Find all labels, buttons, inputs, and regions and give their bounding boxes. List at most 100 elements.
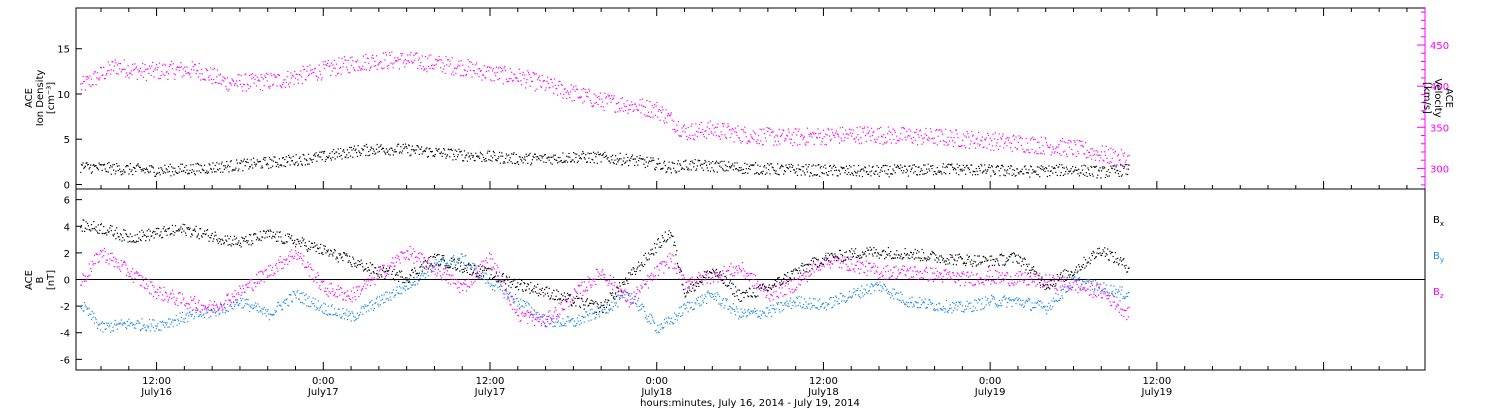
by-point bbox=[1116, 296, 1118, 298]
by-point bbox=[473, 263, 475, 265]
density-point bbox=[124, 171, 126, 173]
by-point bbox=[986, 299, 988, 301]
density-point bbox=[495, 159, 497, 161]
by-point bbox=[284, 299, 286, 301]
velocity-point bbox=[232, 79, 234, 81]
by-point bbox=[1114, 292, 1116, 294]
by-point bbox=[692, 309, 694, 311]
by-point bbox=[994, 298, 996, 300]
by-point bbox=[486, 279, 488, 281]
density-point bbox=[1119, 170, 1121, 172]
by-point bbox=[1033, 306, 1035, 309]
by-point bbox=[579, 320, 582, 322]
by-point bbox=[985, 304, 987, 306]
density-point bbox=[188, 172, 190, 175]
by-point bbox=[873, 284, 875, 287]
bz-point bbox=[407, 250, 409, 252]
density-point bbox=[275, 165, 277, 167]
velocity-point bbox=[97, 78, 99, 80]
bz-point bbox=[315, 276, 317, 278]
bz-point bbox=[467, 278, 469, 281]
bz-point bbox=[338, 288, 340, 291]
velocity-point bbox=[514, 74, 516, 76]
by-point bbox=[196, 310, 198, 312]
by-point bbox=[896, 292, 898, 294]
velocity-point bbox=[935, 130, 937, 132]
bz-point bbox=[343, 299, 345, 301]
by-point bbox=[645, 315, 647, 317]
velocity-point bbox=[303, 69, 305, 71]
velocity-point bbox=[1042, 150, 1045, 152]
density-point bbox=[496, 160, 498, 162]
velocity-point bbox=[116, 64, 118, 66]
density-point bbox=[453, 155, 455, 157]
velocity-point bbox=[676, 129, 679, 132]
by-point bbox=[680, 306, 682, 308]
velocity-point bbox=[904, 136, 906, 138]
velocity-point bbox=[793, 132, 795, 134]
velocity-point bbox=[202, 78, 204, 81]
velocity-point bbox=[351, 56, 353, 58]
density-point bbox=[1095, 165, 1097, 167]
velocity-point bbox=[291, 74, 293, 76]
by-point bbox=[858, 294, 860, 296]
velocity-point bbox=[677, 121, 679, 123]
density-point bbox=[533, 156, 535, 159]
by-point bbox=[910, 302, 912, 304]
density-point bbox=[462, 160, 464, 162]
by-point bbox=[780, 302, 783, 304]
by-point bbox=[322, 312, 324, 314]
bz-point bbox=[161, 299, 163, 301]
velocity-point bbox=[238, 74, 240, 76]
velocity-point bbox=[439, 59, 441, 61]
velocity-point bbox=[669, 115, 671, 117]
by-point bbox=[194, 309, 196, 311]
velocity-point bbox=[489, 79, 491, 81]
density-point bbox=[648, 160, 650, 162]
velocity-point bbox=[276, 85, 278, 87]
density-point bbox=[797, 164, 799, 166]
by-point bbox=[296, 291, 298, 293]
by-point bbox=[825, 309, 828, 311]
density-point bbox=[932, 164, 934, 167]
bz-point bbox=[126, 268, 128, 270]
density-point bbox=[518, 163, 520, 165]
bz-point bbox=[174, 302, 176, 304]
density-point bbox=[781, 165, 783, 167]
velocity-point bbox=[96, 77, 98, 79]
velocity-point bbox=[1004, 143, 1006, 145]
by-point bbox=[894, 293, 896, 296]
velocity-point bbox=[434, 65, 436, 67]
velocity-point bbox=[1075, 155, 1077, 157]
density-point bbox=[450, 148, 452, 150]
bz-point bbox=[296, 258, 298, 260]
bz-point bbox=[401, 251, 403, 253]
velocity-point bbox=[346, 66, 348, 68]
by-point bbox=[330, 305, 332, 307]
bz-point bbox=[108, 263, 110, 265]
bz-point bbox=[262, 271, 264, 273]
density-point bbox=[949, 164, 951, 166]
density-point bbox=[265, 164, 267, 166]
bz-point bbox=[496, 264, 498, 266]
density-point bbox=[1107, 175, 1109, 177]
by-point bbox=[258, 311, 260, 313]
by-point bbox=[876, 282, 878, 284]
density-point bbox=[392, 154, 394, 156]
by-point bbox=[601, 310, 603, 312]
by-point bbox=[636, 305, 638, 307]
velocity-point bbox=[372, 57, 374, 59]
velocity-point bbox=[618, 102, 620, 104]
velocity-point bbox=[310, 73, 313, 75]
density-point bbox=[836, 175, 838, 177]
by-point bbox=[120, 319, 122, 321]
density-point bbox=[189, 169, 191, 172]
velocity-point bbox=[210, 78, 212, 80]
density-point bbox=[704, 159, 706, 162]
by-point bbox=[868, 290, 870, 292]
bz-point bbox=[130, 271, 132, 273]
velocity-point bbox=[932, 142, 935, 144]
by-point bbox=[610, 308, 612, 310]
bz-point bbox=[170, 292, 172, 294]
bz-point bbox=[288, 260, 290, 262]
